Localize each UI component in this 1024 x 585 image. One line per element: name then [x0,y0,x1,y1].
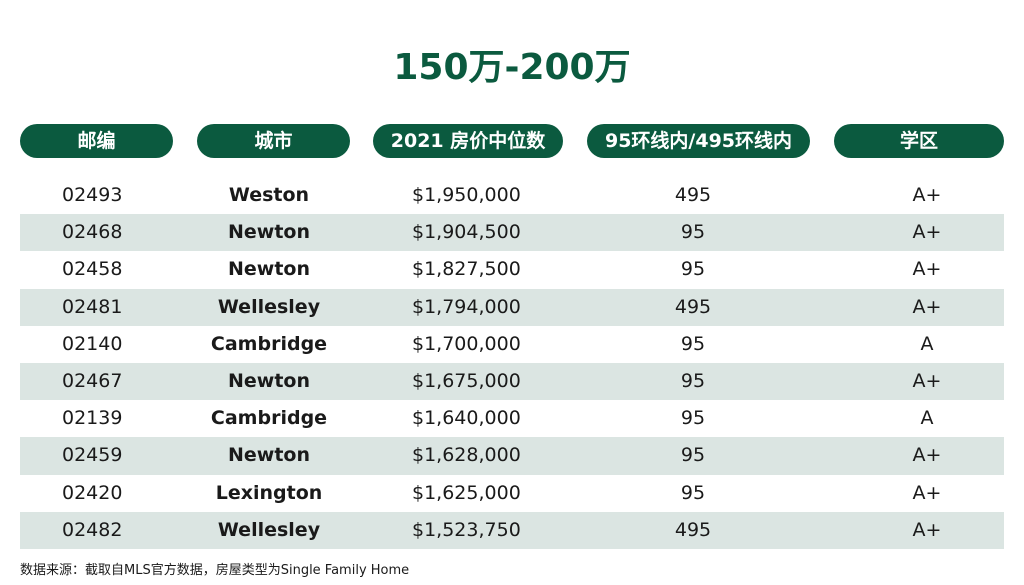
ring-cell: 95 [680,407,706,430]
zip-cell: 02140 [62,332,123,355]
city-cell: Wellesley [217,295,321,318]
price-cell: $1,700,000 [412,332,521,355]
price-cell: $1,794,000 [412,295,521,318]
price-cell: $1,628,000 [412,444,521,467]
city-cell: Wellesley [217,518,321,541]
ring-cell: 495 [674,184,712,206]
city-cell: Lexington [215,481,323,504]
price-cell: $1,675,000 [412,369,521,392]
data-table: 02493 Weston $1,950,000 495 A+ 02468 New… [20,177,1004,549]
school-cell: A [920,332,934,355]
price-cell: $1,625,000 [412,481,521,504]
school-cell: A+ [912,258,942,281]
column-header-ring: 95环线内/495环线内 [587,124,810,158]
table-row: 02420 Lexington $1,625,000 95 A+ [20,475,1004,512]
zip-cell: 02458 [62,258,123,281]
price-cell: $1,640,000 [412,407,521,430]
column-header-school: 学区 [834,124,1004,158]
column-header-zip: 邮编 [20,124,173,158]
table-row: 02139 Cambridge $1,640,000 95 A [20,400,1004,437]
city-cell: Newton [227,369,310,392]
city-cell: Newton [227,258,310,281]
column-header-price: 2021 房价中位数 [373,124,563,158]
zip-cell: 02482 [62,518,123,541]
city-cell: Newton [227,444,310,467]
school-cell: A [920,407,934,430]
school-cell: A+ [912,518,942,541]
zip-cell: 02467 [62,369,123,392]
school-cell: A+ [912,444,942,467]
price-cell: $1,523,750 [412,518,521,541]
price-cell: $1,904,500 [412,221,521,244]
ring-cell: 95 [680,444,706,467]
table-row: 02459 Newton $1,628,000 95 A+ [20,437,1004,475]
school-cell: A+ [912,481,942,504]
source-footnote: 数据来源：截取自MLS官方数据，房屋类型为Single Family Home [20,563,410,578]
ring-cell: 95 [680,221,706,244]
table-row: 02482 Wellesley $1,523,750 495 A+ [20,511,1004,549]
ring-cell: 95 [680,258,706,281]
zip-cell: 02459 [62,444,123,467]
ring-cell: 95 [680,369,706,392]
price-cell: $1,827,500 [412,258,521,281]
zip-cell: 02481 [62,295,123,318]
table-row: 02140 Cambridge $1,700,000 95 A [20,326,1004,363]
ring-cell: 495 [674,295,712,318]
page-title: 150万-200万 [393,47,631,88]
table-row: 02481 Wellesley $1,794,000 495 A+ [20,288,1004,326]
school-cell: A+ [912,369,942,392]
city-cell: Cambridge [210,407,328,430]
table-row: 02458 Newton $1,827,500 95 A+ [20,251,1004,288]
price-cell: $1,950,000 [412,184,521,206]
zip-cell: 02493 [62,184,123,206]
table-row: 02468 Newton $1,904,500 95 A+ [20,214,1004,252]
school-cell: A+ [912,295,942,318]
ring-cell: 495 [674,518,712,541]
city-cell: Newton [227,221,310,244]
city-cell: Weston [228,184,310,206]
zip-cell: 02139 [62,407,123,430]
school-cell: A+ [912,221,942,244]
table-row: 02493 Weston $1,950,000 495 A+ [20,177,1004,214]
city-cell: Cambridge [210,332,328,355]
ring-cell: 95 [680,332,706,355]
school-cell: A+ [912,184,942,206]
ring-cell: 95 [680,481,706,504]
zip-cell: 02468 [62,221,123,244]
zip-cell: 02420 [62,481,123,504]
column-header-city: 城市 [197,124,350,158]
table-row: 02467 Newton $1,675,000 95 A+ [20,362,1004,401]
